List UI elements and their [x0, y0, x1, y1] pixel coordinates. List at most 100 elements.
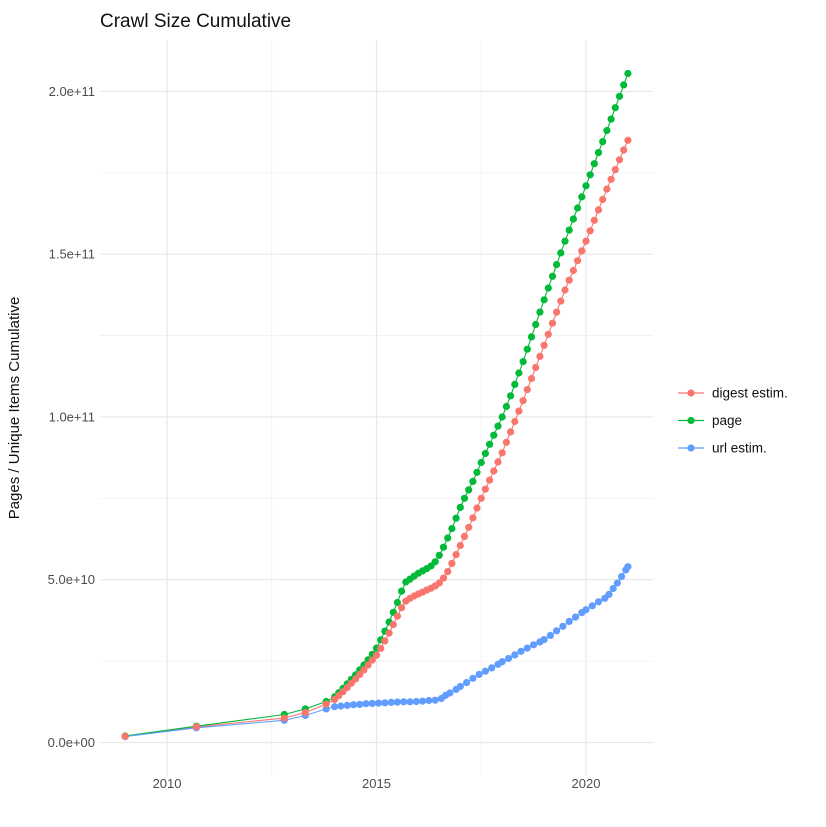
data-point — [481, 667, 489, 675]
data-point — [511, 651, 519, 659]
legend-label: page — [712, 413, 742, 428]
data-point — [540, 296, 548, 304]
x-tick-label: 2020 — [572, 776, 601, 791]
data-point — [620, 146, 628, 154]
data-point — [515, 407, 523, 415]
data-point — [393, 698, 401, 706]
data-point — [511, 417, 519, 426]
data-point — [452, 514, 460, 522]
data-point — [488, 664, 496, 672]
data-point — [618, 572, 626, 581]
data-point — [494, 458, 502, 466]
series-points — [121, 136, 632, 740]
data-point — [477, 494, 485, 502]
data-point — [553, 627, 561, 635]
data-point — [490, 431, 498, 439]
data-point — [624, 136, 632, 144]
data-point — [460, 532, 469, 541]
data-point — [603, 126, 611, 135]
data-point — [599, 138, 607, 146]
data-point — [546, 631, 555, 640]
data-point — [349, 701, 358, 709]
data-point — [452, 551, 460, 559]
data-point — [599, 195, 607, 204]
data-point — [486, 440, 494, 448]
data-point — [511, 380, 519, 388]
x-tick-label: 2015 — [362, 776, 391, 791]
data-point — [530, 641, 538, 649]
data-point — [548, 319, 557, 327]
data-point — [465, 486, 473, 494]
data-point — [553, 308, 561, 316]
data-point — [444, 534, 452, 542]
data-point — [519, 397, 527, 405]
data-point — [456, 503, 464, 511]
data-point — [586, 227, 594, 235]
data-point — [498, 658, 506, 666]
data-point — [523, 345, 531, 353]
legend-item: page — [678, 413, 742, 428]
data-point — [569, 215, 578, 223]
data-point — [435, 551, 443, 559]
data-point — [465, 523, 473, 531]
legend-item: url estim. — [678, 441, 767, 456]
data-point — [527, 333, 536, 341]
data-point — [280, 714, 288, 722]
data-point — [557, 297, 565, 305]
data-point — [507, 392, 515, 400]
y-tick-label: 1.5e+11 — [49, 247, 95, 262]
data-point — [446, 689, 454, 697]
data-point — [381, 637, 389, 645]
y-axis-title: Pages / Unique Items Cumulative — [6, 297, 23, 520]
data-point — [502, 402, 510, 411]
legend-label: digest estim. — [712, 386, 788, 401]
data-point — [375, 699, 383, 707]
data-point — [398, 604, 406, 612]
data-point — [571, 613, 580, 621]
data-point — [406, 698, 414, 706]
data-point — [360, 666, 368, 674]
y-tick-label: 2.0e+11 — [49, 84, 95, 99]
data-point — [519, 358, 527, 366]
data-point — [611, 104, 619, 112]
legend-key-point — [687, 389, 695, 397]
data-point — [448, 559, 456, 568]
data-point — [352, 675, 360, 683]
data-point — [582, 182, 590, 190]
data-point — [590, 160, 598, 168]
data-point — [372, 651, 381, 659]
data-point — [301, 708, 309, 717]
data-point — [594, 206, 603, 214]
data-point — [565, 276, 573, 284]
data-point — [387, 698, 395, 707]
data-point — [362, 700, 370, 708]
data-point — [393, 612, 401, 620]
data-point — [192, 723, 200, 731]
data-point — [393, 598, 401, 607]
legend-label: url estim. — [712, 441, 767, 456]
data-point — [439, 543, 448, 551]
data-point — [121, 732, 129, 740]
data-point — [419, 697, 427, 705]
data-point — [498, 413, 506, 421]
data-point — [615, 156, 624, 164]
data-point — [356, 700, 364, 709]
data-point — [553, 261, 561, 269]
data-point — [582, 237, 590, 245]
data-point — [356, 670, 364, 679]
data-point — [540, 636, 548, 644]
data-point — [548, 272, 557, 280]
data-point — [385, 629, 393, 637]
data-point — [557, 249, 565, 257]
plot-series — [121, 69, 632, 741]
data-point — [590, 216, 598, 224]
data-point — [431, 558, 439, 566]
data-point — [569, 266, 578, 275]
x-axis-tick-labels: 2010 2015 2020 — [153, 776, 601, 791]
data-point — [605, 590, 613, 599]
data-point — [481, 449, 489, 457]
chart-title: Crawl Size Cumulative — [100, 11, 291, 32]
data-point — [469, 477, 477, 485]
